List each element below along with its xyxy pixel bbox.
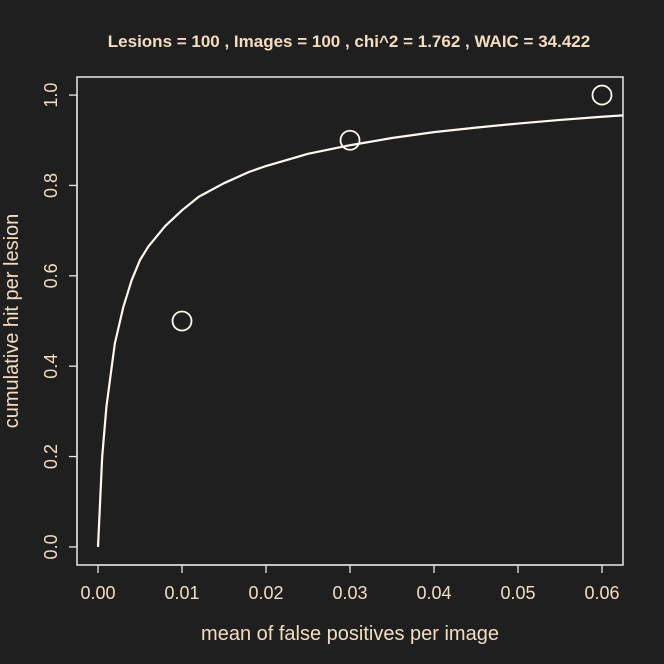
y-axis-label: cumulative hit per lesion	[1, 214, 23, 429]
y-tick-label: 0.6	[41, 263, 61, 288]
x-tick-label: 0.04	[416, 583, 451, 603]
y-tick-label: 0.8	[41, 173, 61, 198]
x-tick-label: 0.06	[584, 583, 619, 603]
y-tick-label: 0.0	[41, 534, 61, 559]
data-point	[339, 129, 361, 151]
x-tick-label: 0.05	[500, 583, 535, 603]
x-axis: 0.00 0.01 0.02 0.03 0.04 0.05 0.06	[80, 564, 620, 603]
y-tick-label: 0.2	[41, 444, 61, 469]
chart-title: Lesions = 100 , Images = 100 , chi^2 = 1…	[108, 32, 590, 51]
x-tick-label: 0.00	[80, 583, 115, 603]
plot-area	[96, 84, 624, 547]
x-tick-label: 0.03	[332, 583, 367, 603]
y-tick-label: 0.4	[41, 354, 61, 379]
data-point	[591, 84, 613, 106]
data-point	[171, 310, 193, 332]
y-tick-label: 1.0	[41, 83, 61, 108]
fitted-curve	[96, 114, 624, 547]
x-tick-label: 0.01	[164, 583, 199, 603]
x-axis-label: mean of false positives per image	[201, 623, 499, 645]
y-axis: 0.0 0.2 0.4 0.6 0.8 1.0	[41, 83, 78, 559]
x-tick-label: 0.02	[248, 583, 283, 603]
